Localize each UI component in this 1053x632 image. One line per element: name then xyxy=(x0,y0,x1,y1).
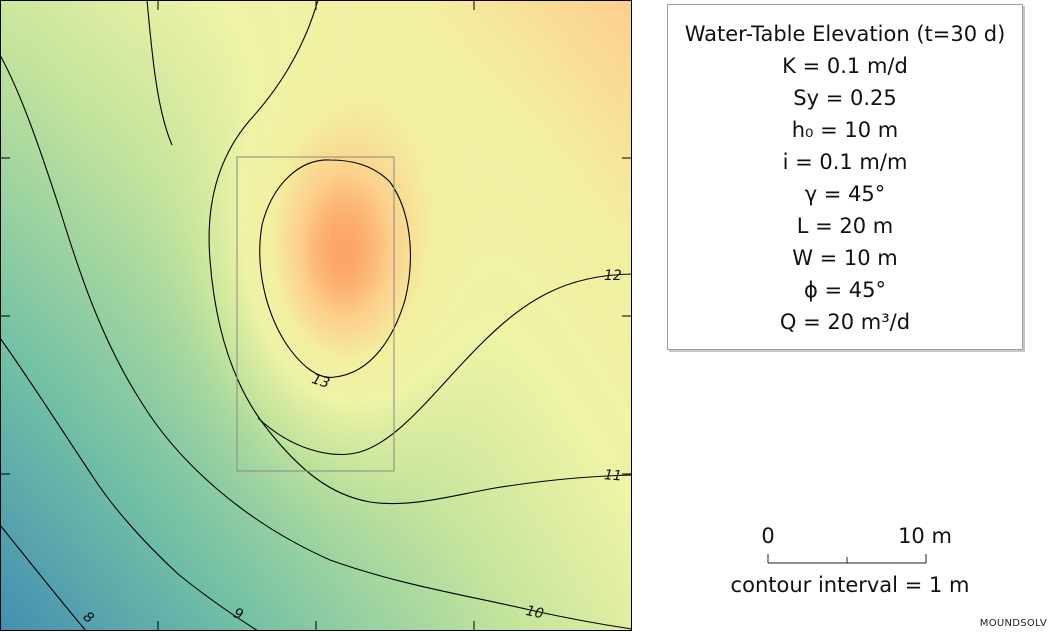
recharge-area-outline xyxy=(236,156,395,472)
plot-frame xyxy=(0,0,632,631)
contour-line-11 xyxy=(208,0,632,505)
legend-phi: ϕ = 45° xyxy=(803,278,887,302)
contour-line-10 xyxy=(0,54,632,630)
contour-line-9 xyxy=(0,337,259,631)
legend-title: Water-Table Elevation (t=30 d) xyxy=(684,22,1006,46)
scale-bar: 0 10 m contour interval = 1 m xyxy=(731,524,970,597)
scale-start-label: 0 xyxy=(761,524,774,548)
legend-specific-yield: Sy = 0.25 xyxy=(793,86,897,110)
contour-lines xyxy=(0,0,632,631)
contour-labels: 8 9 10 11 12 13 xyxy=(80,268,623,627)
contour-line-12 xyxy=(146,0,173,146)
frame-ticks xyxy=(0,0,632,631)
contour-label-13: 13 xyxy=(310,371,332,392)
contour-label-10: 10 xyxy=(524,603,545,622)
contour-label-11: 11 xyxy=(603,467,622,484)
contour-plot: 8 9 10 11 12 13 xyxy=(0,0,632,631)
scale-bar-line xyxy=(767,554,927,564)
legend-gamma: γ = 45° xyxy=(804,182,886,206)
legend-hydraulic-conductivity: K = 0.1 m/d xyxy=(782,54,908,78)
legend-initial-head: h₀ = 10 m xyxy=(791,118,899,142)
contour-line-13 xyxy=(259,159,411,378)
elevation-heatmap xyxy=(0,0,632,631)
legend-length: L = 20 m xyxy=(796,214,894,238)
contour-interval-label: contour interval = 1 m xyxy=(731,573,970,597)
parameter-legend: Water-Table Elevation (t=30 d) K = 0.1 m… xyxy=(667,4,1023,350)
contour-line-8 xyxy=(0,524,87,631)
legend-gradient: i = 0.1 m/m xyxy=(782,150,908,174)
legend-recharge-rate: Q = 20 m³/d xyxy=(779,310,911,334)
contour-line-12b xyxy=(257,273,632,455)
software-credit: MOUNDSOLV xyxy=(979,618,1047,629)
contour-label-12: 12 xyxy=(604,268,622,284)
legend-width: W = 10 m xyxy=(792,246,898,270)
scale-end-label: 10 m xyxy=(898,524,952,548)
